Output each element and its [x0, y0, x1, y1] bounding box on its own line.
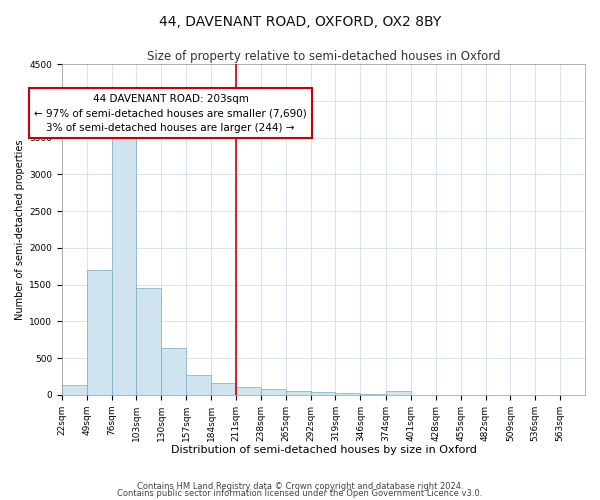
Bar	[311, 392, 335, 394]
Text: 44 DAVENANT ROAD: 203sqm
← 97% of semi-detached houses are smaller (7,690)
3% of: 44 DAVENANT ROAD: 203sqm ← 97% of semi-d…	[34, 94, 307, 133]
Title: Size of property relative to semi-detached houses in Oxford: Size of property relative to semi-detach…	[146, 50, 500, 63]
Bar	[211, 382, 236, 394]
Bar	[236, 388, 261, 394]
Bar	[186, 375, 211, 394]
Bar	[286, 391, 311, 394]
Text: 44, DAVENANT ROAD, OXFORD, OX2 8BY: 44, DAVENANT ROAD, OXFORD, OX2 8BY	[159, 15, 441, 29]
Bar	[261, 389, 286, 394]
Bar	[386, 391, 411, 394]
Bar	[136, 288, 161, 395]
Bar	[112, 138, 136, 394]
Bar	[161, 348, 186, 395]
Bar	[335, 392, 360, 394]
Bar	[62, 385, 87, 394]
Bar	[87, 270, 112, 394]
Text: Contains HM Land Registry data © Crown copyright and database right 2024.: Contains HM Land Registry data © Crown c…	[137, 482, 463, 491]
Text: Contains public sector information licensed under the Open Government Licence v3: Contains public sector information licen…	[118, 489, 482, 498]
X-axis label: Distribution of semi-detached houses by size in Oxford: Distribution of semi-detached houses by …	[170, 445, 476, 455]
Y-axis label: Number of semi-detached properties: Number of semi-detached properties	[15, 139, 25, 320]
